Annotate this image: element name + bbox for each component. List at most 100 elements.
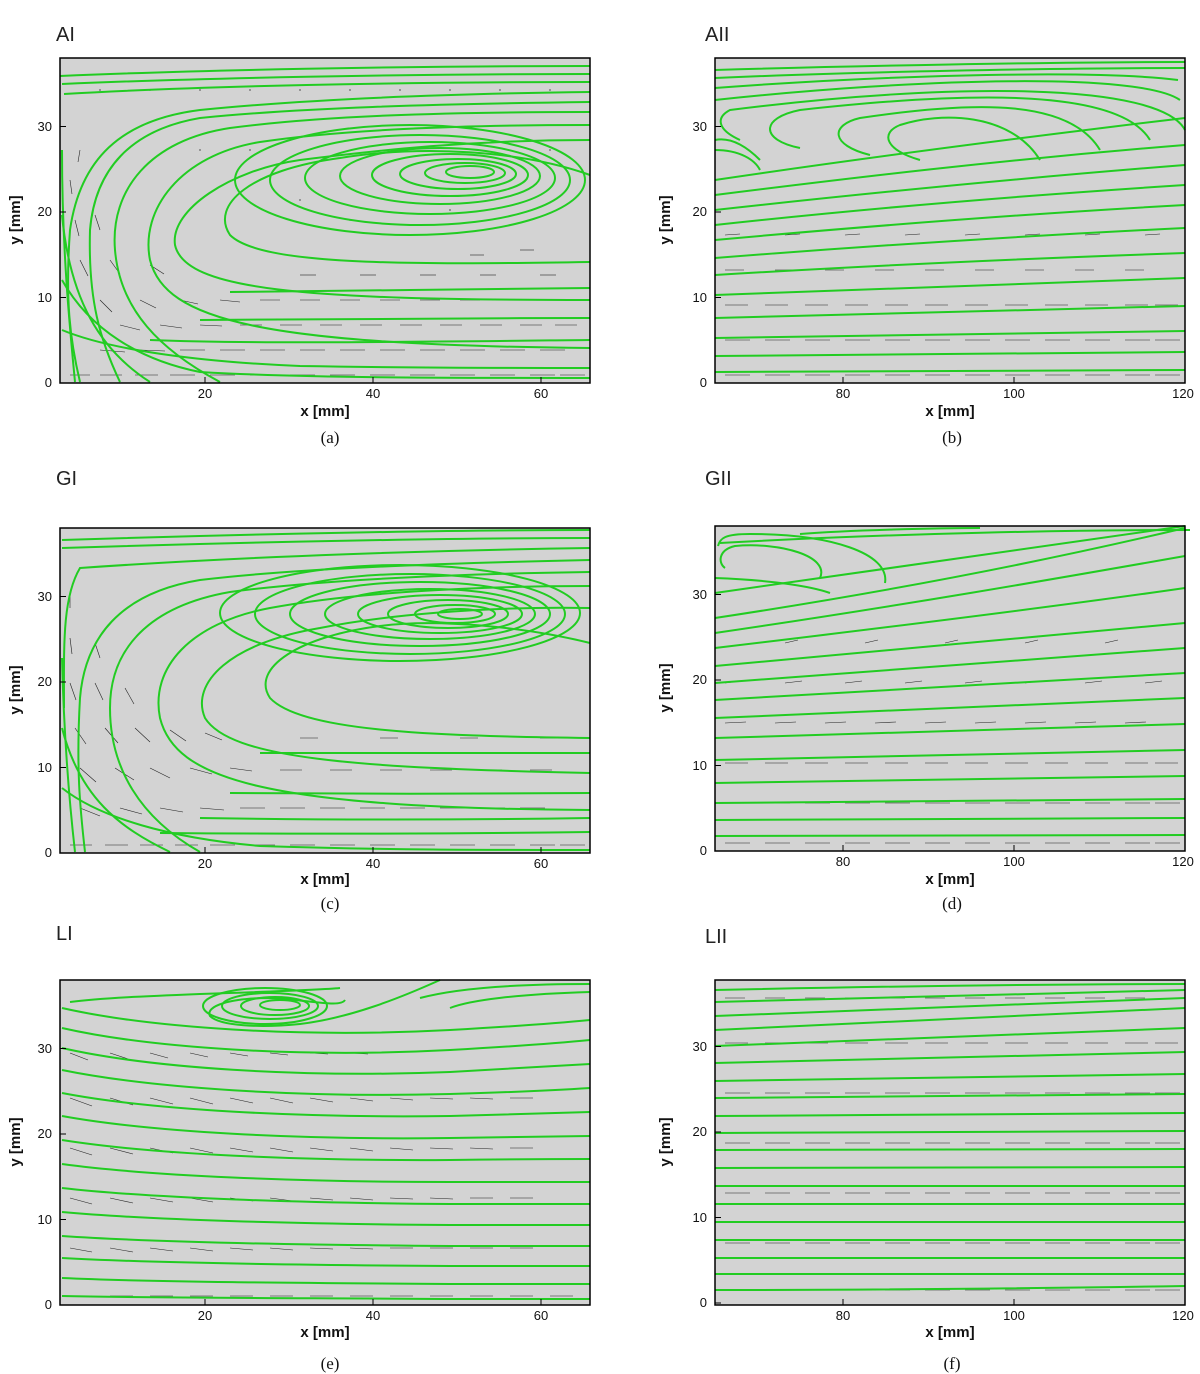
panel-title: GI [56, 468, 78, 490]
plot-background [715, 980, 1185, 1305]
y-ticks [715, 1046, 721, 1304]
plot-frame [714, 525, 1186, 852]
y-tick-label: 20 [693, 672, 707, 687]
streamlines [714, 983, 1186, 1291]
panel-caption: (d) [942, 894, 962, 913]
chart-plot: 0 10 20 30 20 40 60 x [mm] y [mm] [7, 979, 591, 1341]
y-axis-label: y [mm] [7, 195, 24, 244]
x-tick-label: 120 [1172, 386, 1194, 401]
plot-frame [59, 527, 591, 854]
y-tick-label: 0 [45, 375, 52, 390]
y-ticks [715, 126, 721, 384]
y-ticks [715, 594, 721, 852]
y-axis-label: y [mm] [7, 1117, 24, 1166]
panel-title: AII [705, 24, 730, 46]
x-axis-label: x [mm] [925, 871, 974, 888]
plot-background [60, 528, 590, 853]
y-ticks [60, 1048, 66, 1306]
y-tick-label: 30 [38, 119, 52, 134]
panel-d: GII [600, 468, 1200, 928]
x-tick-label: 60 [534, 856, 548, 871]
x-tick-label: 80 [836, 1308, 850, 1323]
x-tick-label: 60 [534, 1308, 548, 1323]
y-tick-label: 10 [693, 1210, 707, 1225]
panel-caption: (a) [320, 428, 340, 447]
x-tick-label: 20 [198, 856, 212, 871]
y-tick-label: 30 [38, 1041, 52, 1056]
y-axis-label: y [mm] [7, 665, 24, 714]
y-ticks [60, 126, 66, 384]
y-tick-label: 30 [693, 119, 707, 134]
y-axis-label: y [mm] [657, 1117, 674, 1166]
chart-plot: 0 10 20 30 20 40 60 x [mm] y [mm] [7, 527, 591, 888]
plot-background [715, 526, 1185, 851]
y-tick-label: 0 [700, 375, 707, 390]
panel-title: LI [56, 923, 73, 945]
plot-frame [714, 979, 1186, 1306]
y-tick-label: 10 [38, 290, 52, 305]
y-tick-label: 20 [693, 1124, 707, 1139]
y-tick-label: 30 [38, 589, 52, 604]
panel-title: GII [705, 468, 732, 490]
x-tick-label: 60 [534, 386, 548, 401]
vector-field [724, 233, 1180, 376]
x-tick-label: 40 [366, 386, 380, 401]
y-tick-label: 0 [700, 1295, 707, 1310]
plot-background [60, 58, 590, 383]
streamlines [61, 529, 591, 853]
y-axis-label: y [mm] [657, 663, 674, 712]
y-tick-label: 30 [693, 587, 707, 602]
x-axis-label: x [mm] [300, 403, 349, 420]
panel-title: AI [56, 24, 75, 46]
plot-frame [714, 57, 1186, 384]
x-tick-label: 20 [198, 1308, 212, 1323]
panel-title: LII [705, 926, 728, 948]
y-tick-label: 20 [38, 204, 52, 219]
y-tick-label: 0 [700, 843, 707, 858]
streamlines [59, 65, 591, 383]
chart-plot: 0 10 20 30 20 40 60 x [mm] y [mm] [7, 57, 591, 420]
x-ticks [842, 377, 1186, 383]
panel-caption: (f) [943, 1354, 961, 1373]
x-tick-label: 80 [836, 854, 850, 869]
x-axis-label: x [mm] [925, 1324, 974, 1341]
y-tick-label: 10 [693, 758, 707, 773]
y-tick-label: 0 [45, 845, 52, 860]
vector-field [725, 997, 1180, 1291]
plot-frame [59, 979, 591, 1306]
y-tick-label: 30 [693, 1039, 707, 1054]
x-tick-label: 100 [1003, 1308, 1025, 1323]
y-tick-label: 20 [38, 1126, 52, 1141]
x-tick-label: 20 [198, 386, 212, 401]
x-axis-label: x [mm] [925, 403, 974, 420]
x-tick-label: 100 [1003, 854, 1025, 869]
x-ticks [204, 847, 542, 853]
y-tick-label: 10 [38, 760, 52, 775]
panel-a: AI [0, 0, 600, 460]
panel-caption: (b) [942, 428, 962, 447]
y-tick-label: 0 [45, 1297, 52, 1312]
panel-caption: (c) [320, 894, 340, 913]
panel-f: LII [600, 918, 1200, 1374]
y-axis-label: y [mm] [657, 195, 674, 244]
x-tick-label: 80 [836, 386, 850, 401]
x-tick-label: 40 [366, 1308, 380, 1323]
y-tick-label: 20 [38, 674, 52, 689]
x-ticks [842, 845, 1186, 851]
y-tick-label: 10 [38, 1212, 52, 1227]
x-tick-label: 100 [1003, 386, 1025, 401]
y-ticks [60, 596, 66, 854]
panel-caption: (e) [320, 1354, 340, 1373]
vector-field [69, 593, 585, 846]
plot-background [60, 980, 590, 1305]
streamlines [714, 61, 1186, 373]
x-tick-label: 120 [1172, 1308, 1194, 1323]
x-ticks [204, 1299, 542, 1305]
x-axis-label: x [mm] [300, 871, 349, 888]
panel-b: AII [600, 0, 1200, 460]
y-tick-label: 10 [693, 290, 707, 305]
vector-field [69, 149, 585, 376]
x-tick-label: 120 [1172, 854, 1194, 869]
chart-plot: 0 10 20 30 80 100 120 x [mm] y [mm] [657, 525, 1194, 888]
x-ticks [204, 377, 542, 383]
